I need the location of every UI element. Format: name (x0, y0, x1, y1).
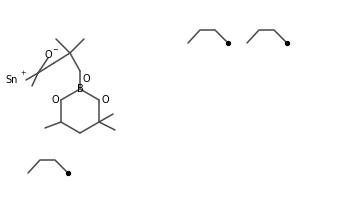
Text: O: O (101, 95, 109, 105)
Text: O: O (51, 95, 59, 105)
Text: B: B (77, 84, 83, 94)
Text: −: − (52, 47, 58, 53)
Text: Sn: Sn (6, 75, 18, 85)
Text: O: O (82, 74, 90, 84)
Text: O: O (44, 50, 52, 60)
Text: +: + (20, 70, 26, 76)
